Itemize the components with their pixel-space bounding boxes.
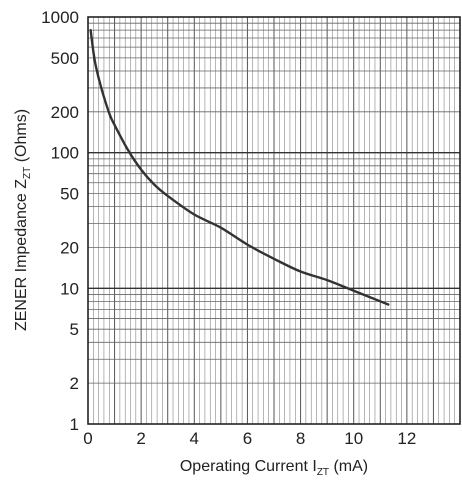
y-tick-label: 1 — [70, 415, 79, 434]
chart-series — [89, 28, 390, 306]
x-axis-label: Operating Current IZT (mA) — [180, 458, 368, 478]
y-tick-label: 200 — [51, 103, 79, 122]
plot-frame — [87, 16, 461, 425]
y-tick-label: 10 — [60, 279, 79, 298]
x-tick-label: 2 — [136, 429, 145, 448]
x-tick-label: 4 — [190, 429, 199, 448]
y-tick-label: 1000 — [41, 8, 79, 27]
y-tick-label: 500 — [51, 49, 79, 68]
y-axis-label: ZENER Impedance ZZT (Ohms) — [13, 109, 33, 331]
impedance-curve — [89, 28, 390, 306]
chart-grid — [88, 17, 460, 424]
x-tick-label: 12 — [397, 429, 416, 448]
x-tick-label: 8 — [296, 429, 305, 448]
y-tick-label: 100 — [51, 144, 79, 163]
x-tick-label: 6 — [243, 429, 252, 448]
y-tick-label: 5 — [70, 320, 79, 339]
y-tick-label: 2 — [70, 374, 79, 393]
x-tick-label: 10 — [344, 429, 363, 448]
y-tick-label: 50 — [60, 185, 79, 204]
x-tick-label: 0 — [83, 429, 92, 448]
y-tick-label: 20 — [60, 238, 79, 257]
